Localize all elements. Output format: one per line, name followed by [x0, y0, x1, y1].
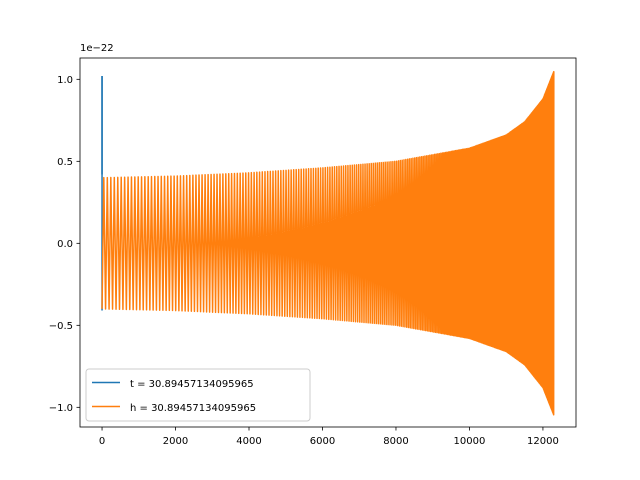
plot-area — [101, 70, 555, 416]
y-tick-label: −1.0 — [49, 403, 73, 414]
axes-frame — [79, 57, 577, 428]
y-tick-label: 1.0 — [57, 75, 73, 86]
legend-label-h: h = 30.89457134095965 — [130, 403, 256, 414]
x-tick-label: 8000 — [383, 436, 408, 447]
y-offset-label: 1e−22 — [80, 43, 114, 54]
legend: t = 30.89457134095965 h = 30.89457134095… — [85, 368, 311, 422]
y-tick-label: 0.5 — [57, 157, 73, 168]
x-tick-label: 2000 — [163, 436, 188, 447]
series-line-h — [101, 70, 555, 416]
x-axis: 0 2000 4000 6000 8000 10000 12000 — [99, 427, 559, 447]
legend-label-t: t = 30.89457134095965 — [130, 379, 254, 390]
legend-box — [85, 368, 311, 422]
y-tick-label: −0.5 — [49, 321, 73, 332]
x-tick-label: 12000 — [527, 436, 559, 447]
x-tick-label: 0 — [99, 436, 105, 447]
x-tick-label: 10000 — [454, 436, 486, 447]
y-axis: −1.0 −0.5 0.0 0.5 1.0 — [49, 75, 80, 414]
x-tick-label: 6000 — [310, 436, 335, 447]
x-tick-label: 4000 — [236, 436, 261, 447]
y-tick-label: 0.0 — [57, 239, 73, 250]
